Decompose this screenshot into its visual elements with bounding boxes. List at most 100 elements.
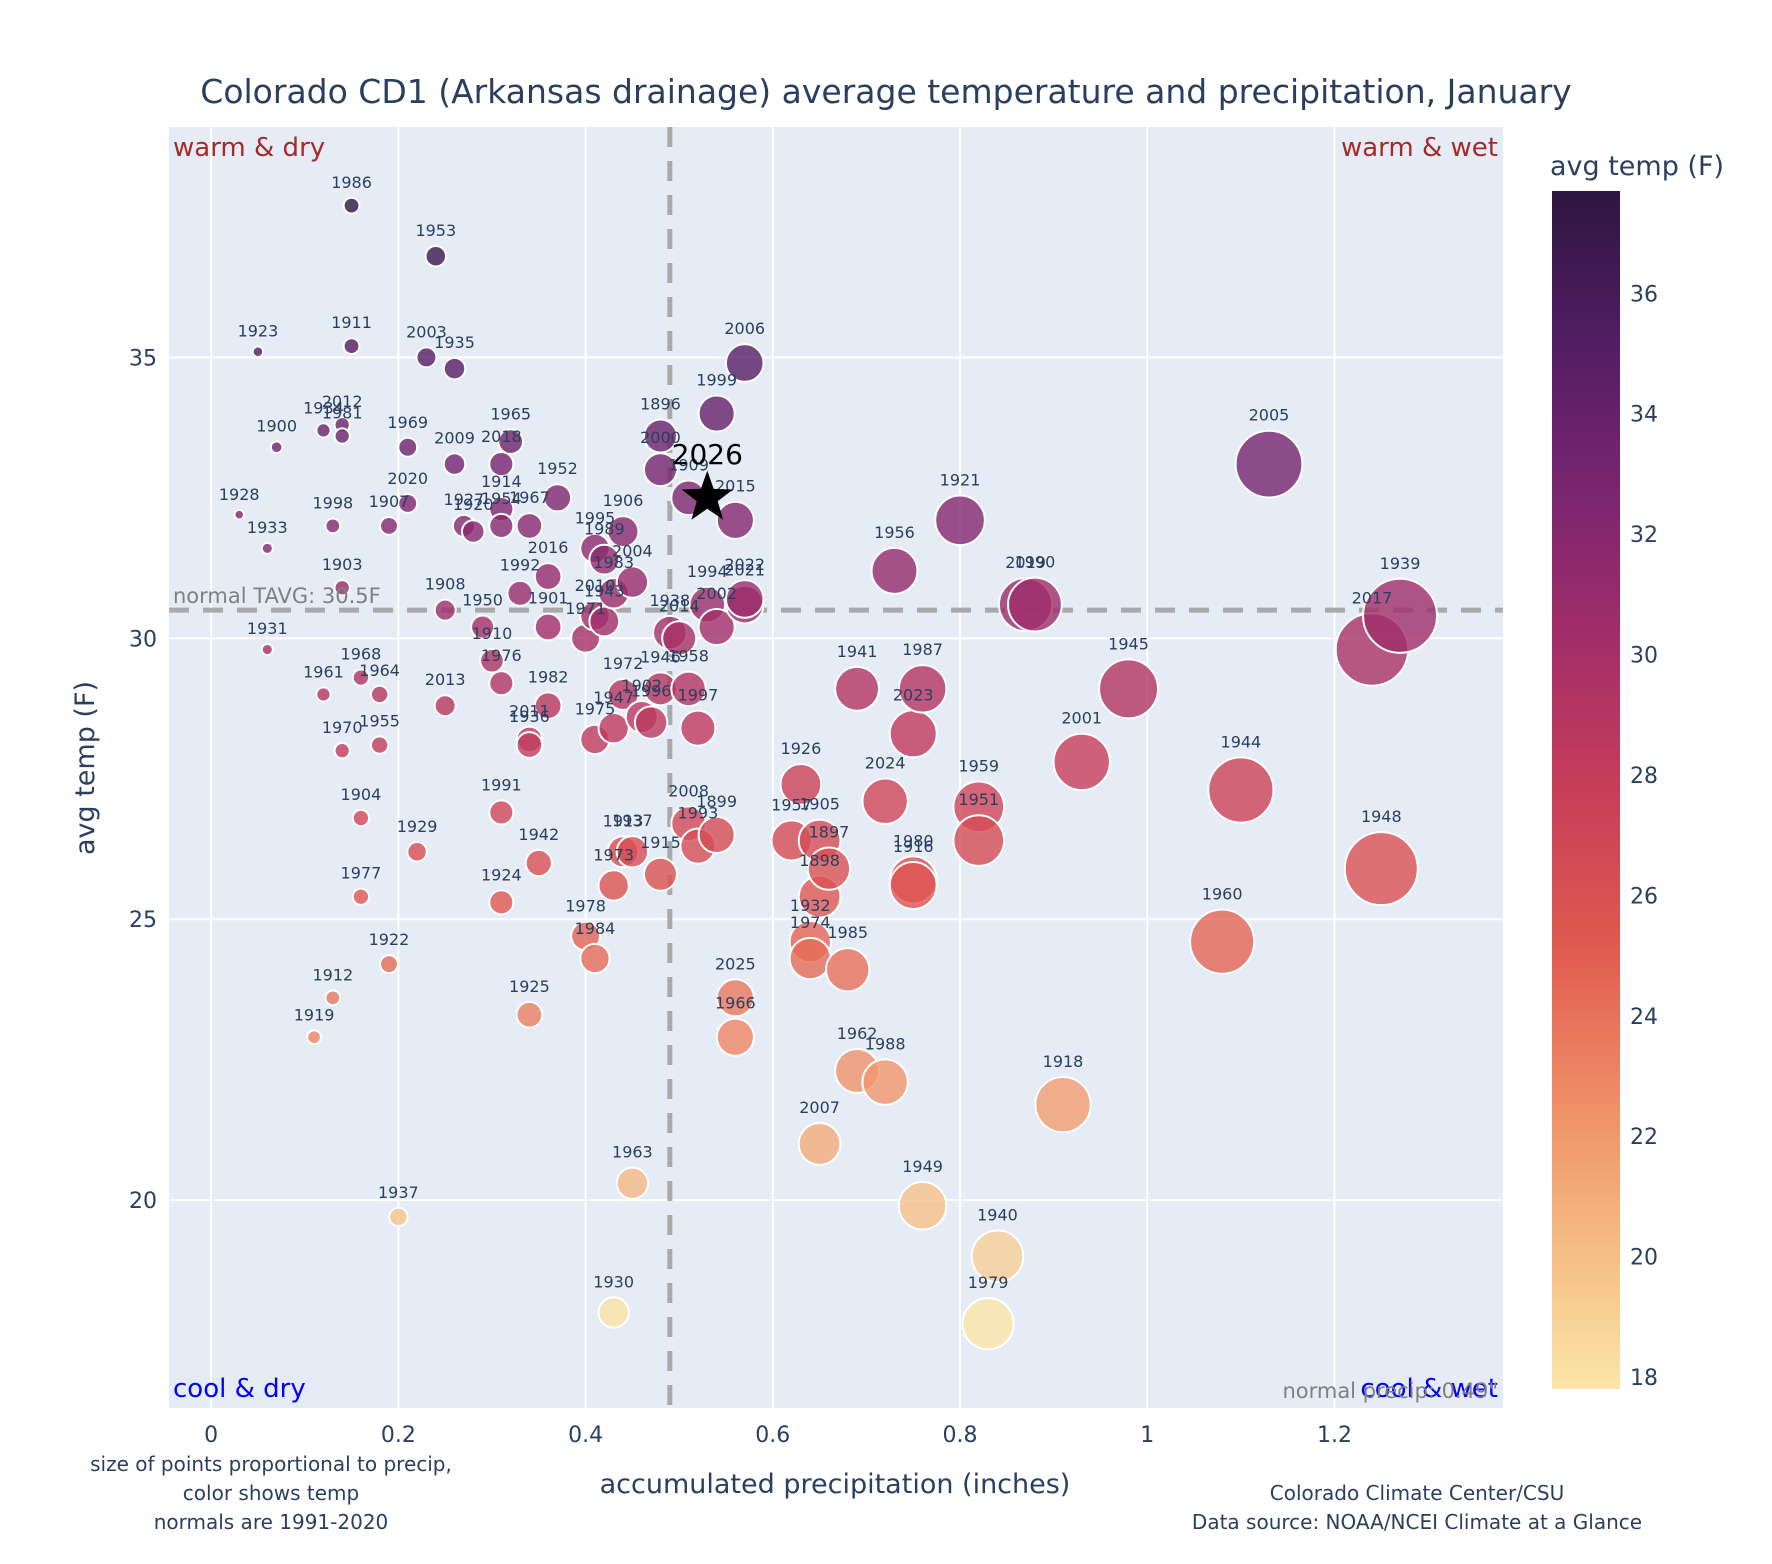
point-label: 1901 xyxy=(528,589,569,608)
data-point xyxy=(333,742,351,760)
x-axis-label: accumulated precipitation (inches) xyxy=(600,1469,1071,1500)
data-point xyxy=(970,1229,1025,1284)
point-label: 1950 xyxy=(462,590,503,609)
point-label: 1956 xyxy=(874,523,915,542)
data-point xyxy=(1234,429,1304,499)
point-label: 1940 xyxy=(977,1205,1018,1224)
point-label: 1984 xyxy=(575,919,616,938)
data-point xyxy=(406,841,428,863)
data-point xyxy=(661,620,698,657)
point-label: 2016 xyxy=(528,538,569,557)
point-label: 1963 xyxy=(612,1143,653,1162)
colorbar-title: avg temp (F) xyxy=(1550,151,1724,182)
data-point xyxy=(533,691,563,721)
normal-lines xyxy=(169,127,1503,1408)
data-point xyxy=(1189,908,1256,975)
colorbar-tick-label: 28 xyxy=(1630,764,1658,789)
data-point xyxy=(606,678,640,711)
data-point xyxy=(351,887,371,906)
point-label: 2018 xyxy=(481,427,522,446)
x-tick-label: 0.4 xyxy=(568,1423,603,1448)
data-point xyxy=(615,835,650,869)
point-label: 1959 xyxy=(958,757,999,776)
data-point xyxy=(597,869,630,902)
colorbar-tick-label: 26 xyxy=(1630,884,1658,909)
data-point xyxy=(825,947,871,993)
data-point xyxy=(442,356,467,381)
data-point xyxy=(524,848,553,878)
colorbar-tick-label: 36 xyxy=(1630,282,1658,307)
data-point xyxy=(1098,658,1160,720)
point-label: 1923 xyxy=(238,321,279,340)
data-point xyxy=(670,670,707,708)
quadrant-warm-wet: warm & wet xyxy=(1341,133,1498,163)
point-label: 1953 xyxy=(415,221,456,240)
point-label: 1906 xyxy=(603,491,644,510)
data-point xyxy=(597,711,630,745)
colorbar-tick-label: 32 xyxy=(1630,523,1658,548)
data-point xyxy=(834,665,881,712)
data-point xyxy=(542,483,573,513)
point-label: 1939 xyxy=(1380,554,1421,573)
data-point xyxy=(806,846,852,891)
point-labels: 1928 1923 1933 1931 1900 1919 1934 1961 1998 1912… xyxy=(219,173,1421,1292)
data-point xyxy=(515,512,544,540)
point-label: 1973 xyxy=(593,845,634,864)
point-label: 1934 xyxy=(303,398,344,417)
x-tick-label: 0.2 xyxy=(381,1423,416,1448)
point-label: 2013 xyxy=(425,670,466,689)
data-point xyxy=(379,515,399,536)
data-point xyxy=(479,647,505,674)
y-axis-label: avg temp (F) xyxy=(70,681,101,855)
point-label: 1988 xyxy=(865,1034,906,1053)
data-point xyxy=(779,762,823,806)
data-point xyxy=(606,515,640,548)
data-point xyxy=(333,427,351,445)
data-point xyxy=(715,978,755,1018)
point-label: 1951 xyxy=(958,790,999,809)
data-point xyxy=(333,579,351,597)
footnote-left-line: color shows temp xyxy=(183,1481,359,1505)
data-point xyxy=(952,814,1006,867)
point-label: 1911 xyxy=(331,313,372,332)
data-point xyxy=(533,562,563,591)
y-tick-label: 25 xyxy=(129,908,157,933)
data-point xyxy=(870,546,919,595)
point-label: 1941 xyxy=(837,642,878,661)
data-point xyxy=(642,856,678,892)
data-point xyxy=(697,394,736,433)
data-point xyxy=(315,686,332,703)
y-axis-ticks: 20 25 30 35 xyxy=(129,346,157,1214)
normal-temp-label: normal TAVG: 30.5F xyxy=(173,584,381,608)
data-point xyxy=(369,684,390,705)
point-label: 1912 xyxy=(312,965,353,984)
data-point xyxy=(433,694,457,718)
data-point xyxy=(497,428,525,455)
point-label: 1896 xyxy=(640,395,681,414)
data-point xyxy=(351,808,371,828)
point-label: 1905 xyxy=(799,795,840,814)
footnote-right-line: Colorado Climate Center/CSU xyxy=(1270,1481,1564,1505)
quadrant-labels: warm & dry warm & wet cool & dry cool & … xyxy=(173,133,1498,1404)
point-label: 1920 xyxy=(453,495,494,514)
point-label: 1944 xyxy=(1221,732,1262,751)
point-label: 2014 xyxy=(659,596,700,615)
data-point xyxy=(934,494,986,547)
point-label: 1909 xyxy=(668,456,709,475)
colorbar-ticks: 18 20 22 24 26 28 30 32 34 36 xyxy=(1630,282,1658,1391)
point-label: 1918 xyxy=(1043,1052,1084,1071)
point-label: 1991 xyxy=(481,775,522,794)
point-label: 2020 xyxy=(387,469,428,488)
colorbar: avg temp (F) 18 20 22 24 26 28 30 32 34 36 xyxy=(1550,151,1724,1391)
point-label: 2011 xyxy=(509,702,550,721)
data-point xyxy=(697,815,736,854)
point-label: 1946 xyxy=(640,647,681,666)
point-label: 1922 xyxy=(369,930,410,949)
point-label: 1983 xyxy=(593,553,634,572)
point-label: 1957 xyxy=(771,795,812,814)
point-label: 2008 xyxy=(668,781,709,800)
footnote-left-line: size of points proportional to precip, xyxy=(90,1452,452,1476)
point-label: 1958 xyxy=(668,647,709,666)
colorbar-gradient xyxy=(1552,191,1620,1389)
data-point xyxy=(324,989,342,1007)
